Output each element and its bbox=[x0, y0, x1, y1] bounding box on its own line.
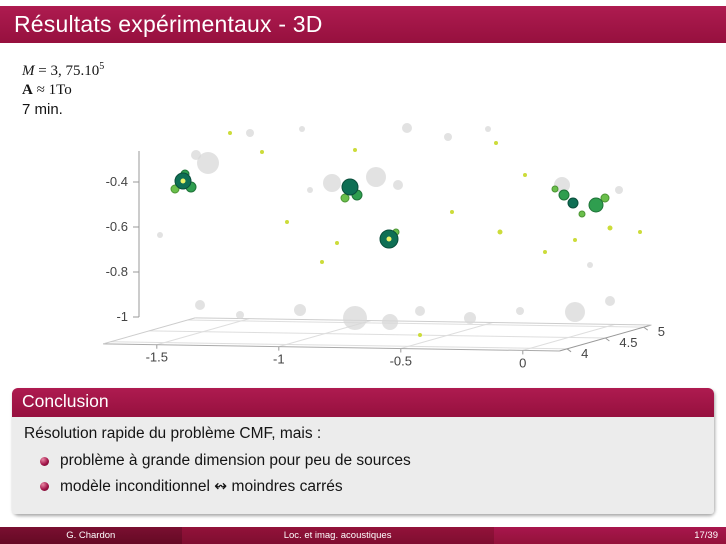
list-item-text: modèle inconditionnel ↭ moindres carrés bbox=[60, 478, 343, 495]
svg-text:-1: -1 bbox=[116, 309, 128, 324]
fact-line-a: A ≈ 1To bbox=[22, 81, 104, 100]
footer-venue: Loc. et imag. acoustiques bbox=[181, 527, 494, 544]
svg-text:4: 4 bbox=[581, 346, 588, 361]
math-var-m: M bbox=[22, 63, 35, 79]
footer-author: G. Chardon bbox=[0, 527, 182, 544]
svg-text:-0.4: -0.4 bbox=[106, 174, 128, 189]
math-expr-2: ≈ 1To bbox=[32, 82, 72, 98]
math-expr: = 3, 75.10 bbox=[34, 63, 100, 79]
list-item-text: problème à grande dimension pour peu de … bbox=[60, 452, 411, 469]
svg-text:-0.8: -0.8 bbox=[106, 264, 128, 279]
svg-text:-1: -1 bbox=[273, 352, 285, 367]
frame-title-bar: Résultats expérimentaux - 3D bbox=[0, 6, 726, 43]
conclusion-block: Conclusion Résolution rapide du problème… bbox=[12, 388, 714, 514]
footer-bar: G. Chardon Loc. et imag. acoustiques 17/… bbox=[0, 527, 726, 544]
page-title: Résultats expérimentaux - 3D bbox=[14, 11, 323, 37]
block-body: Résolution rapide du problème CMF, mais … bbox=[12, 417, 714, 514]
fact-line-time: 7 min. bbox=[22, 101, 63, 118]
svg-text:5: 5 bbox=[658, 324, 665, 339]
svg-text:-0.6: -0.6 bbox=[106, 219, 128, 234]
list-item: modèle inconditionnel ↭ moindres carrés bbox=[40, 477, 704, 496]
svg-text:0: 0 bbox=[519, 355, 526, 370]
list-item: problème à grande dimension pour peu de … bbox=[40, 452, 704, 470]
svg-text:4.5: 4.5 bbox=[619, 335, 637, 350]
footer-page-number: 17/39 bbox=[493, 527, 726, 544]
facts-block: M = 3, 75.105 A ≈ 1To 7 min. bbox=[22, 57, 104, 119]
svg-text:-0.5: -0.5 bbox=[390, 354, 412, 369]
ball-bullet-icon bbox=[40, 456, 49, 466]
ball-bullet-icon bbox=[40, 482, 49, 491]
conclusion-intro: Résolution rapide du problème CMF, mais … bbox=[24, 425, 322, 442]
fact-line-m: M = 3, 75.105 bbox=[22, 57, 104, 81]
block-title: Conclusion bbox=[12, 388, 714, 417]
scatter-plot-3d: -1.5 -1 -0.5 0 4 4.5 5 -0.4 -0.6 -0.8 -1 bbox=[102, 123, 665, 370]
math-var-a: A bbox=[22, 82, 33, 98]
svg-text:-1.5: -1.5 bbox=[146, 350, 168, 365]
math-exponent: 5 bbox=[99, 61, 105, 72]
